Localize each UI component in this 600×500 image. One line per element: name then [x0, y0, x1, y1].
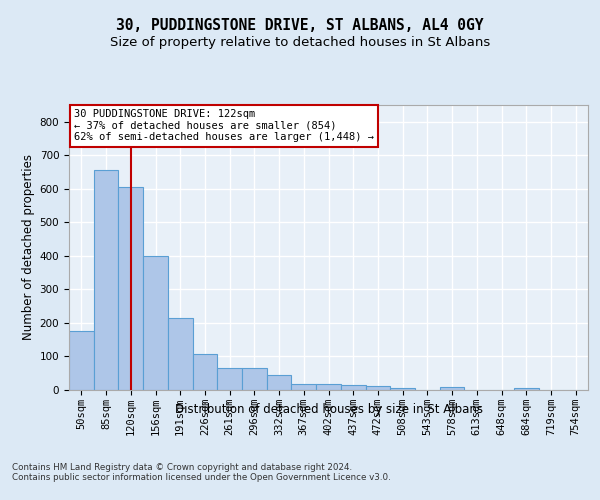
Bar	[193, 354, 217, 390]
Bar	[440, 388, 464, 390]
Bar	[217, 368, 242, 390]
Bar	[267, 375, 292, 390]
Bar	[69, 332, 94, 390]
Bar	[118, 187, 143, 390]
Bar	[316, 384, 341, 390]
Bar	[365, 386, 390, 390]
Bar	[242, 368, 267, 390]
Bar	[514, 388, 539, 390]
Text: Size of property relative to detached houses in St Albans: Size of property relative to detached ho…	[110, 36, 490, 49]
Bar	[168, 318, 193, 390]
Text: 30 PUDDINGSTONE DRIVE: 122sqm
← 37% of detached houses are smaller (854)
62% of : 30 PUDDINGSTONE DRIVE: 122sqm ← 37% of d…	[74, 110, 374, 142]
Bar	[390, 388, 415, 390]
Bar	[341, 385, 365, 390]
Text: 30, PUDDINGSTONE DRIVE, ST ALBANS, AL4 0GY: 30, PUDDINGSTONE DRIVE, ST ALBANS, AL4 0…	[116, 18, 484, 32]
Bar	[143, 256, 168, 390]
Bar	[292, 384, 316, 390]
Text: Distribution of detached houses by size in St Albans: Distribution of detached houses by size …	[175, 402, 483, 415]
Bar	[94, 170, 118, 390]
Y-axis label: Number of detached properties: Number of detached properties	[22, 154, 35, 340]
Text: Contains HM Land Registry data © Crown copyright and database right 2024.
Contai: Contains HM Land Registry data © Crown c…	[12, 462, 391, 482]
